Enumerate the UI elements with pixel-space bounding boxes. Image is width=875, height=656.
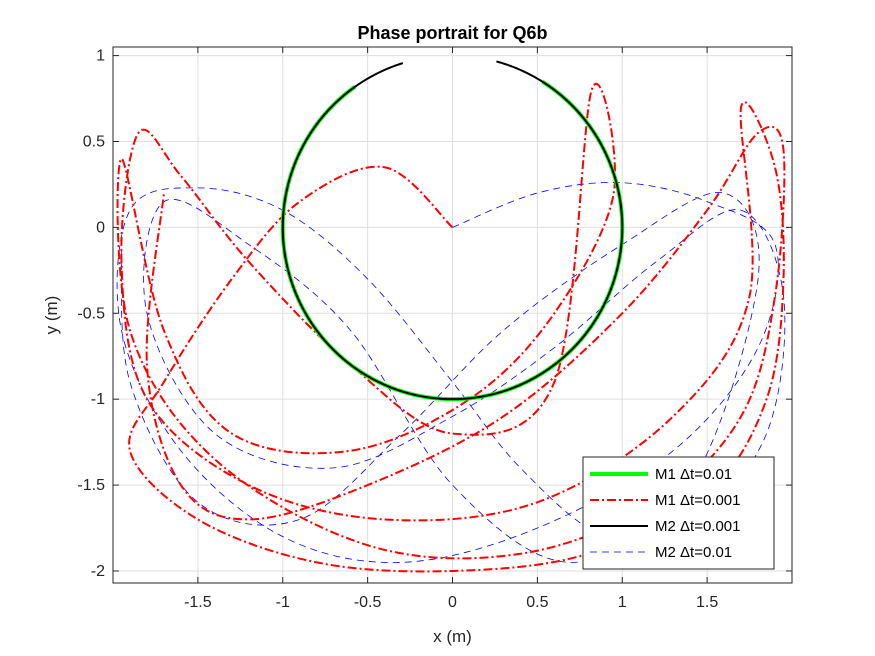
x-tick-labels: -1.5 -1 -0.5 0 0.5 1 1.5	[184, 594, 718, 611]
legend-entry: M1 Δt=0.01	[655, 466, 732, 483]
y-tick-label: -1.5	[77, 477, 105, 494]
y-tick-labels: -2 -1.5 -1 -0.5 0 0.5 1	[77, 48, 105, 580]
y-tick-label: -2	[91, 563, 105, 580]
x-axis-label: x (m)	[433, 627, 472, 646]
legend-entry: M1 Δt=0.001	[655, 492, 741, 509]
chart-title: Phase portrait for Q6b	[357, 23, 547, 43]
x-tick-label: 1.5	[696, 594, 718, 611]
y-tick-label: 1	[96, 48, 105, 65]
y-axis-label: y (m)	[42, 296, 61, 335]
x-tick-label: 1	[618, 594, 627, 611]
legend: M1 Δt=0.01 M1 Δt=0.001 M2 Δt=0.001 M2 Δt=0.…	[582, 456, 775, 570]
x-tick-label: 0	[448, 594, 457, 611]
tick-marks	[113, 47, 792, 583]
x-tick-label: 0.5	[526, 594, 548, 611]
series-line-3	[116, 182, 786, 563]
y-tick-label: -0.5	[77, 305, 105, 322]
x-tick-label: -1.5	[184, 594, 212, 611]
y-tick-label: 0.5	[83, 133, 105, 150]
legend-entry: M2 Δt=0.001	[655, 518, 741, 535]
series-line-2	[281, 60, 624, 401]
x-tick-label: -1	[276, 594, 290, 611]
y-tick-label: 0	[96, 219, 105, 236]
x-tick-label: -0.5	[354, 594, 382, 611]
legend-entry: M2 Δt=0.01	[655, 544, 732, 561]
y-tick-label: -1	[91, 391, 105, 408]
